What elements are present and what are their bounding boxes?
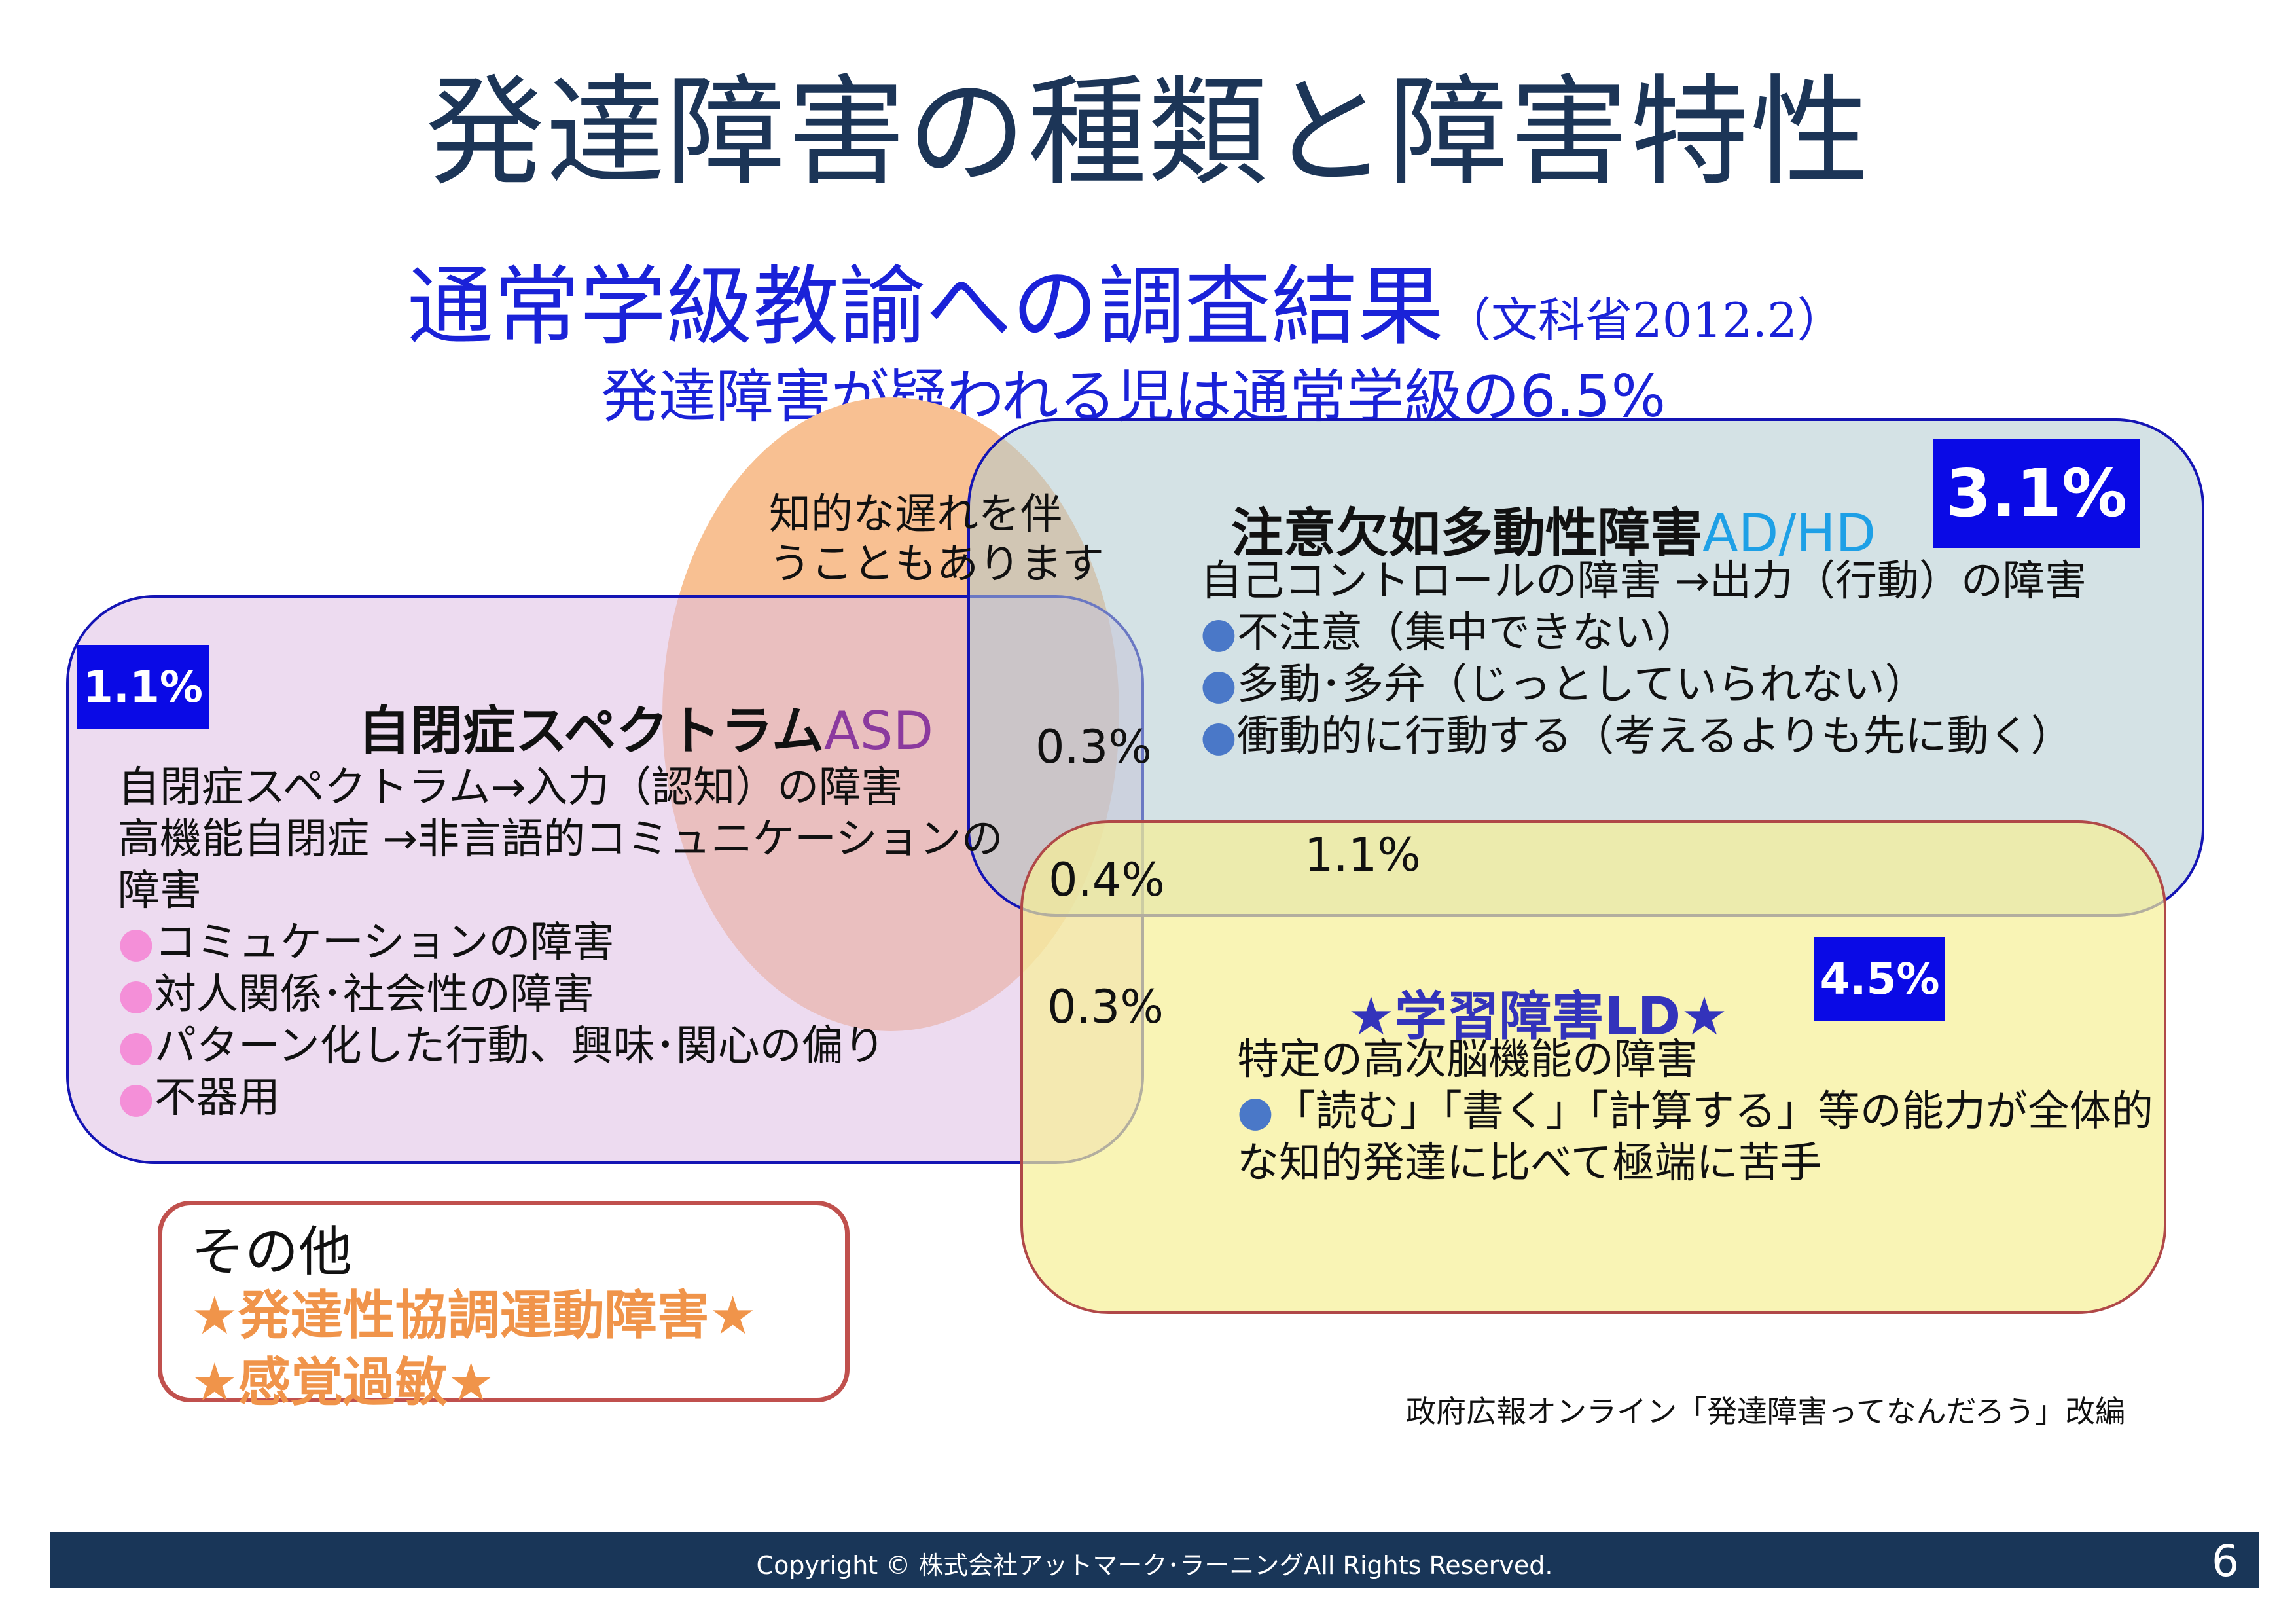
other-item: ★発達性協調運動障害★ bbox=[191, 1285, 757, 1346]
ld-bullet-text: 「読む」「書く」「計算する」等の能力が全体的 bbox=[1273, 1087, 2153, 1136]
asd-bullet: ●不器用 bbox=[118, 1072, 1003, 1124]
asd-description: 自閉症スペクトラム→入力（認知）の障害 高機能自閉症 →非言語的コミュニケーショ… bbox=[118, 762, 1003, 1124]
adhd-bullet: ●多動･多弁（じっとしていられない） bbox=[1200, 659, 2087, 711]
blue-bullet-icon: ● bbox=[1200, 661, 1237, 709]
copyright: Copyright © 株式会社アットマーク･ラーニングAll Rights R… bbox=[756, 1551, 1553, 1580]
adhd-description: 自己コントロールの障害 →出力（行動）の障害 ●不注意（集中できない） ●多動･… bbox=[1200, 556, 2087, 763]
ld-box bbox=[1020, 820, 2166, 1314]
intellectual-note: 知的な遅れを伴 うこともあります bbox=[769, 490, 1104, 589]
asd-bullet: ●対人関係･社会性の障害 bbox=[118, 969, 1003, 1021]
adhd-bullet: ●不注意（集中できない） bbox=[1200, 608, 2087, 659]
asd-bullet: ●コミュケーションの障害 bbox=[118, 917, 1003, 969]
asd-abbr: ASD bbox=[824, 701, 934, 761]
ld-line: 特定の高次脳機能の障害 bbox=[1237, 1036, 1698, 1084]
asd-line: 自閉症スペクトラム→入力（認知）の障害 bbox=[118, 763, 903, 812]
ld-percent-badge: 4.5% bbox=[1814, 937, 1945, 1021]
note-line: 知的な遅れを伴 bbox=[769, 490, 1062, 539]
asd-line: 障害 bbox=[118, 867, 202, 915]
asd-heading: 自閉症スペクトラムASD bbox=[358, 689, 933, 765]
other-item: ★感覚過敏★ bbox=[191, 1352, 495, 1413]
overlap-all-three: 0.4% bbox=[1049, 853, 1165, 907]
survey-heading-text: 通常学級教諭への調査結果 bbox=[407, 257, 1444, 357]
page-number: 6 bbox=[2212, 1536, 2239, 1586]
pink-bullet-icon: ● bbox=[118, 970, 154, 1019]
adhd-heading: 注意欠如多動性障害AD/HD bbox=[1231, 491, 1876, 567]
blue-bullet-icon: ● bbox=[1200, 609, 1237, 657]
asd-line: 高機能自閉症 →非言語的コミュニケーションの bbox=[118, 815, 1003, 864]
adhd-bullet: ●衝動的に行動する（考えるよりも先に動く） bbox=[1200, 711, 2087, 763]
asd-bullet-text: 不器用 bbox=[154, 1074, 280, 1122]
adhd-abbr: AD/HD bbox=[1702, 503, 1876, 564]
adhd-percent-badge: 3.1% bbox=[1933, 439, 2140, 548]
overlap-asd-ld: 0.3% bbox=[1047, 980, 1164, 1034]
adhd-bullet-text: 衝動的に行動する（考えるよりも先に動く） bbox=[1236, 712, 2073, 761]
ld-heading: ★学習障害LD★ bbox=[1348, 986, 1728, 1047]
asd-box bbox=[66, 595, 1144, 1164]
asd-bullet-text: コミュケーションの障害 bbox=[154, 919, 615, 967]
pink-bullet-icon: ● bbox=[118, 1074, 154, 1122]
ld-description: 特定の高次脳機能の障害 ●「読む」「書く」「計算する」等の能力が全体的 な知的発… bbox=[1237, 1034, 2153, 1190]
other-heading: その他 bbox=[191, 1221, 353, 1283]
overlap-asd-adhd: 0.3% bbox=[1035, 720, 1152, 774]
overlap-adhd-ld: 1.1% bbox=[1304, 828, 1421, 882]
note-line: うこともあります bbox=[769, 540, 1104, 589]
adhd-heading-text: 注意欠如多動性障害 bbox=[1231, 503, 1702, 564]
blue-bullet-icon: ● bbox=[1237, 1087, 1274, 1136]
pink-bullet-icon: ● bbox=[118, 1022, 154, 1070]
asd-bullet-text: 対人関係･社会性の障害 bbox=[154, 970, 594, 1019]
adhd-line: 自己コントロールの障害 →出力（行動）の障害 bbox=[1200, 557, 2087, 606]
asd-bullet-text: パターン化した行動、興味･関心の偏り bbox=[154, 1022, 886, 1070]
asd-percent-badge: 1.1% bbox=[77, 645, 209, 729]
pink-bullet-icon: ● bbox=[118, 919, 154, 967]
ld-line: な知的発達に比べて極端に苦手 bbox=[1237, 1139, 1822, 1188]
asd-bullet: ●パターン化した行動、興味･関心の偏り bbox=[118, 1021, 1003, 1072]
blue-bullet-icon: ● bbox=[1200, 712, 1237, 761]
ld-bullet: ●「読む」「書く」「計算する」等の能力が全体的 bbox=[1237, 1086, 2153, 1138]
source-credit: 政府広報オンライン「発達障害ってなんだろう」改編 bbox=[1406, 1394, 2125, 1429]
survey-heading: 通常学級教諭への調査結果（文科省2012.2） bbox=[407, 237, 1844, 362]
footer-bar: Copyright © 株式会社アットマーク･ラーニングAll Rights R… bbox=[50, 1532, 2259, 1588]
adhd-bullet-text: 多動･多弁（じっとしていられない） bbox=[1236, 661, 1927, 709]
asd-heading-text: 自閉症スペクトラム bbox=[358, 701, 824, 761]
adhd-bullet-text: 不注意（集中できない） bbox=[1236, 609, 1698, 657]
survey-source: （文科省2012.2） bbox=[1444, 293, 1844, 348]
other-box bbox=[158, 1201, 850, 1402]
slide-title: 発達障害の種類と障害特性 bbox=[425, 63, 1871, 202]
